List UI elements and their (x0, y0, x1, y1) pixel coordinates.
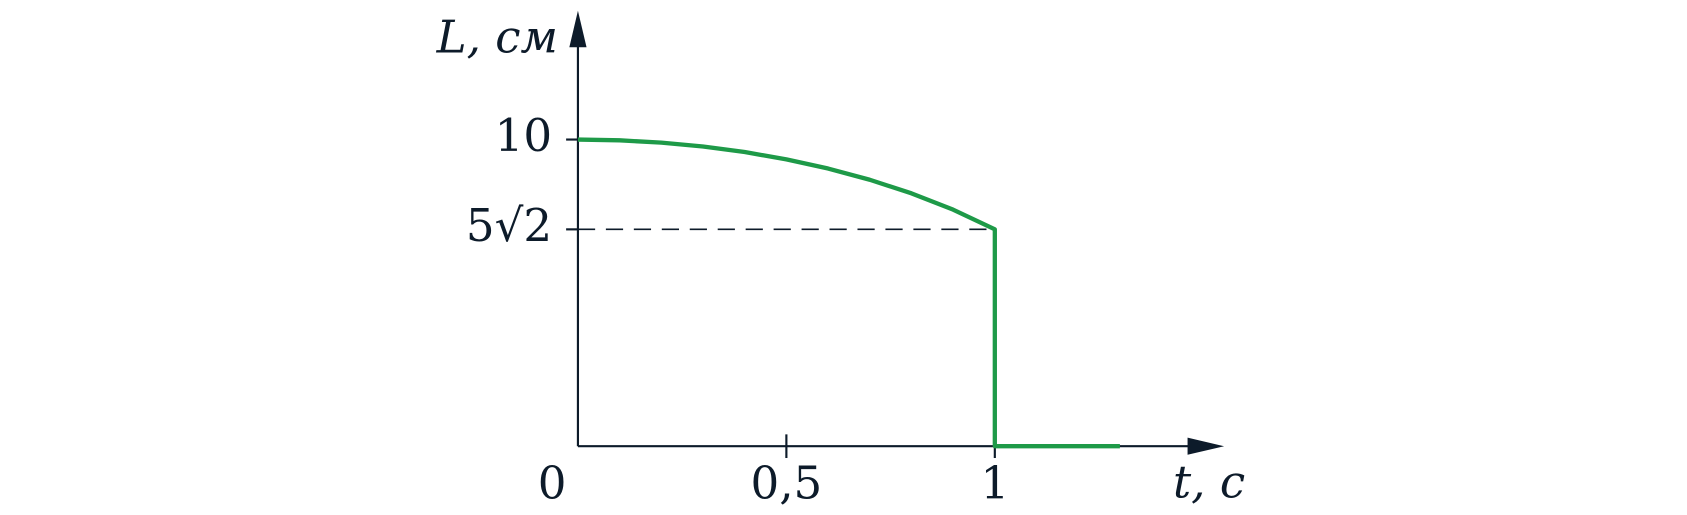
y-tick-label: 5√2 (466, 199, 552, 252)
y-axis-label: L, см (436, 10, 558, 63)
y-axis-arrow (569, 10, 587, 48)
data-line (577, 137, 1120, 449)
x-tick-label: 0,5 (750, 457, 822, 510)
x-axis-arrow (1187, 437, 1225, 455)
x-tick-label: 1 (980, 457, 1009, 510)
y-tick-label: 10 (495, 109, 552, 162)
x-axis-label: t, с (1173, 455, 1245, 508)
x-tick-label: 0 (538, 457, 567, 510)
